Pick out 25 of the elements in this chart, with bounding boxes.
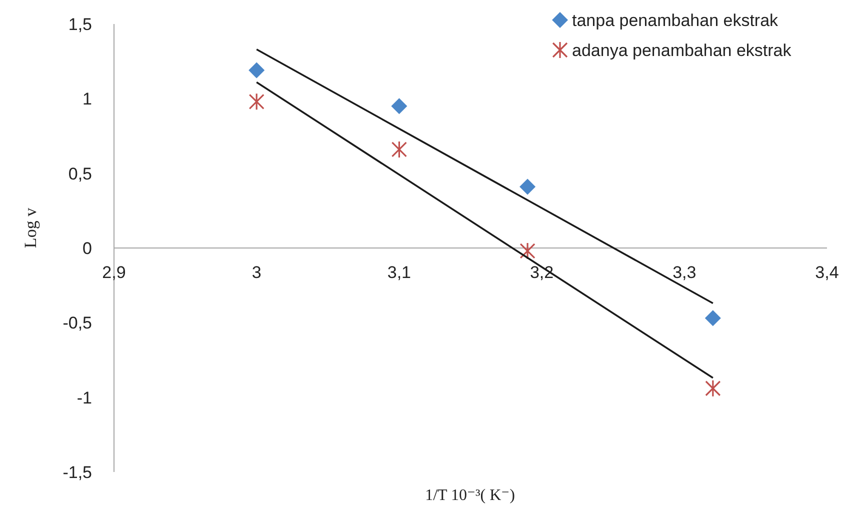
x-axis-title: 1/T 10⁻³( K⁻) (425, 487, 515, 504)
point (520, 178, 536, 195)
x-tick-label: 3,4 (815, 263, 839, 282)
y-tick-label: 0,5 (68, 164, 92, 184)
point (248, 62, 265, 78)
y-tick-label: 0 (82, 238, 92, 258)
y-axis-title: Log v (21, 207, 40, 248)
point (520, 242, 536, 260)
x-tick-label: 3 (252, 263, 262, 282)
y-tick-label: 1,5 (68, 14, 92, 34)
x-tick-label: 3,1 (387, 263, 412, 282)
point (248, 92, 264, 110)
point (391, 140, 407, 158)
y-tick-label: 1 (82, 90, 92, 109)
legend-label: adanya penambahan ekstrak (572, 40, 792, 60)
y-tick-label: -0,5 (62, 314, 92, 333)
legend-label: tanpa penambahan ekstrak (572, 10, 779, 30)
point (704, 310, 721, 326)
point (705, 380, 721, 398)
y-tick-label: -1 (76, 388, 92, 408)
x-tick-label: 3,2 (530, 263, 554, 282)
y-tick-label: -1,5 (62, 462, 92, 482)
x-tick-label: 2,9 (102, 263, 126, 282)
point (391, 98, 408, 114)
x-tick-label: 3,3 (672, 263, 696, 282)
